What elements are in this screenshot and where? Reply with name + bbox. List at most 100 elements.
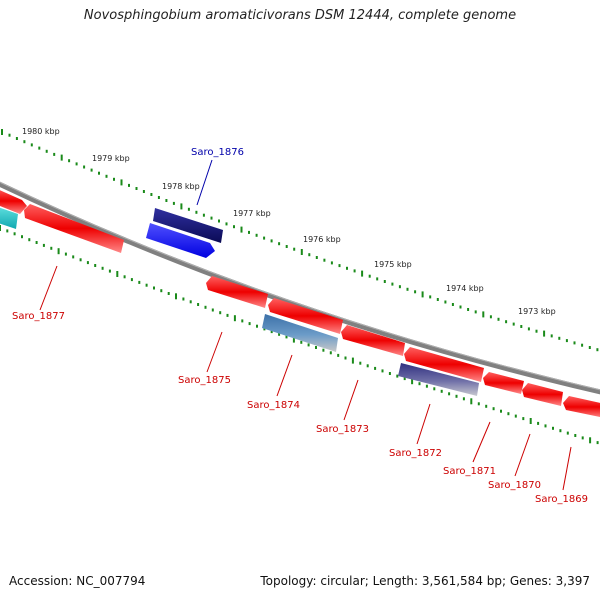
gene-label-saro-1876[interactable]: Saro_1876 bbox=[191, 147, 244, 158]
gene-saro-1869[interactable] bbox=[563, 396, 600, 418]
gene-label-saro-1872[interactable]: Saro_1872 bbox=[389, 448, 442, 459]
gene-saro-1874-upper-arrow bbox=[268, 298, 343, 334]
outer-scale-tick bbox=[330, 261, 333, 265]
outer-scale-tick bbox=[98, 171, 100, 175]
gene-saro-1877[interactable] bbox=[24, 204, 124, 253]
outer-scale-tick bbox=[30, 143, 33, 147]
outer-scale-tick bbox=[150, 193, 153, 196]
outer-scale-tick bbox=[15, 137, 18, 140]
gene-saro-1876[interactable] bbox=[153, 208, 223, 243]
inner-scale-tick bbox=[101, 266, 104, 270]
gene-labels: Saro_1876 Saro_1877 Saro_1875 Saro_1874 … bbox=[12, 147, 588, 505]
outer-scale-tick bbox=[128, 183, 130, 187]
inner-scale-tick bbox=[418, 382, 421, 386]
outer-scale-tick bbox=[135, 187, 138, 190]
gene-label-saro-1871[interactable]: Saro_1871 bbox=[443, 466, 496, 477]
inner-scale-tick bbox=[175, 293, 177, 300]
leader-saro-1872 bbox=[416, 403, 431, 445]
inner-scale-tick bbox=[462, 397, 465, 401]
leader-saro-1876 bbox=[196, 159, 213, 206]
inner-scale-tick bbox=[79, 258, 82, 262]
gene-saro-1870[interactable] bbox=[522, 383, 563, 406]
gene-saro-1874-arrow bbox=[262, 314, 338, 352]
outer-scale-tick bbox=[180, 203, 183, 210]
outer-scale-tick bbox=[391, 282, 394, 286]
outer-scale-tick bbox=[105, 174, 108, 178]
outer-scale-tick bbox=[451, 303, 454, 306]
gene-saro-1876-arrow bbox=[153, 208, 223, 243]
gene-forward-left-red-arrow bbox=[0, 190, 27, 214]
gene-label-saro-1873[interactable]: Saro_1873 bbox=[316, 424, 369, 435]
outer-scale-tick bbox=[60, 154, 63, 161]
inner-scale-tick bbox=[300, 340, 303, 344]
inner-scale-tick bbox=[211, 308, 214, 312]
inner-scale-tick bbox=[153, 286, 155, 290]
outer-scale-tick bbox=[142, 190, 145, 193]
inner-scale-tick bbox=[21, 235, 23, 239]
outer-scale-tick bbox=[53, 152, 56, 156]
inner-scale-tick bbox=[374, 366, 377, 370]
gene-saro-1870-arrow bbox=[522, 383, 563, 406]
outer-scale-tick bbox=[68, 159, 71, 163]
inner-scale-tick bbox=[204, 305, 207, 309]
inner-scale-tick bbox=[581, 436, 584, 440]
gene-label-saro-1870[interactable]: Saro_1870 bbox=[488, 480, 541, 491]
outer-scale-tick bbox=[436, 298, 439, 301]
gene-cyan-edge[interactable] bbox=[0, 206, 18, 229]
inner-scale-tick bbox=[248, 322, 251, 326]
gene-saro-1871[interactable] bbox=[483, 372, 524, 394]
inner-scale-tick bbox=[359, 361, 362, 365]
outer-scale-tick bbox=[361, 270, 364, 277]
gene-saro-1875-arrow bbox=[206, 276, 268, 308]
outer-scale-tick bbox=[113, 177, 115, 181]
inner-scale-tick bbox=[315, 346, 317, 349]
outer-scale-tick bbox=[210, 216, 213, 220]
inner-scale-tick bbox=[278, 332, 281, 336]
outer-scale-tick bbox=[414, 290, 417, 294]
inner-scale-tick bbox=[322, 348, 325, 352]
outer-scale-tick bbox=[202, 213, 205, 217]
outer-scale-tick bbox=[285, 245, 288, 248]
inner-scale-tick bbox=[552, 426, 554, 430]
inner-scale-tick bbox=[94, 264, 97, 267]
inner-scale-tick bbox=[589, 437, 592, 444]
outer-scale-tick bbox=[550, 334, 553, 338]
outer-scale-tick bbox=[248, 230, 250, 234]
gene-saro-1872[interactable] bbox=[398, 363, 479, 396]
inner-scale-tick bbox=[596, 441, 599, 445]
inner-scale-tick bbox=[50, 246, 53, 250]
outer-scale-tick bbox=[38, 146, 41, 150]
inner-scale-tick bbox=[455, 394, 458, 398]
gene-saro-1872-upper[interactable] bbox=[404, 347, 484, 382]
scale-labels: 1980 kbp 1979 kbp 1978 kbp 1977 kbp 1976… bbox=[22, 127, 556, 316]
outer-scale-tick bbox=[459, 305, 462, 309]
outer-scale-tick bbox=[172, 201, 175, 205]
gene-label-saro-1869[interactable]: Saro_1869 bbox=[535, 494, 588, 505]
outer-scale-tick bbox=[218, 219, 220, 223]
inner-scale-tick bbox=[559, 429, 562, 433]
gene-saro-1873[interactable] bbox=[341, 325, 405, 356]
gene-saro-1877-arrow bbox=[24, 204, 124, 253]
gene-label-saro-1877[interactable]: Saro_1877 bbox=[12, 311, 65, 322]
gene-forward-left-red[interactable] bbox=[0, 188, 27, 214]
inner-scale-tick bbox=[433, 387, 436, 391]
gene-leader-lines bbox=[39, 159, 572, 491]
gene-saro-1874-upper[interactable] bbox=[268, 298, 343, 334]
outer-scale-tick bbox=[406, 287, 409, 291]
inner-scale-tick bbox=[529, 418, 532, 424]
outer-scale-tick bbox=[225, 222, 228, 226]
gene-label-saro-1875[interactable]: Saro_1875 bbox=[178, 375, 231, 386]
inner-scale-tick bbox=[337, 353, 340, 357]
outer-scale-tick bbox=[278, 242, 281, 246]
gene-saro-1875[interactable] bbox=[206, 276, 268, 308]
inner-scale-tick bbox=[411, 378, 414, 385]
outer-scale-tick bbox=[376, 277, 379, 281]
inner-scale-tick bbox=[197, 303, 200, 306]
inner-scale-tick bbox=[477, 402, 480, 406]
gene-saro-1874[interactable] bbox=[262, 314, 338, 352]
gene-saro-1876-blue[interactable] bbox=[146, 223, 215, 258]
outer-scale-ticks bbox=[1, 129, 599, 352]
inner-scale-ticks bbox=[0, 225, 599, 445]
inner-scale-tick bbox=[403, 377, 406, 381]
gene-label-saro-1874[interactable]: Saro_1874 bbox=[247, 400, 300, 411]
